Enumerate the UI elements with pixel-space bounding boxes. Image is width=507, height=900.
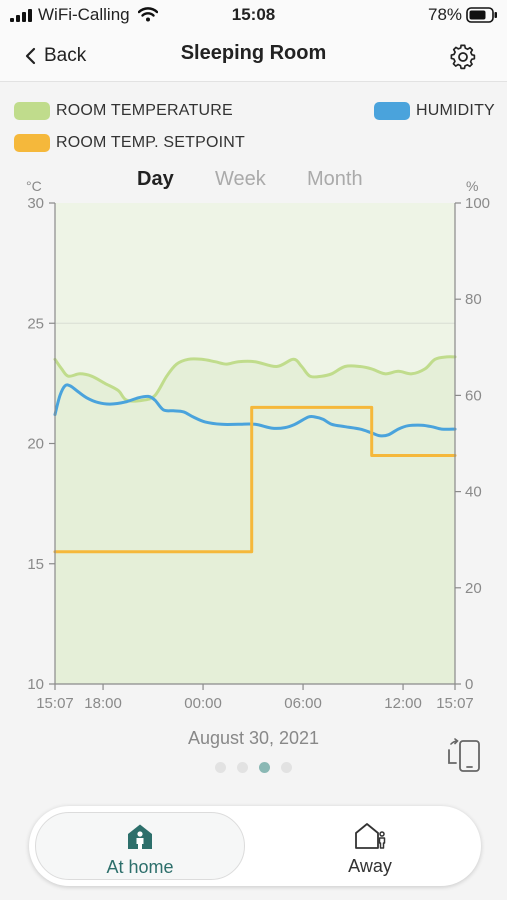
status-bar: WiFi-Calling 15:08 78% [0,0,507,30]
carrier-label: WiFi-Calling [38,5,130,24]
left-tick-label: 15 [27,556,44,573]
back-label: Back [44,45,87,66]
away-label: Away [348,856,392,876]
date-label: August 30, 2021 [187,728,320,748]
legend-swatch [374,102,410,120]
x-tick-label: 12:00 [384,695,422,712]
temperature-humidity-chart: 10 15 20 25 30 0 20 40 60 80 100 15:07 18:00 00:00 06:… [27,195,490,712]
gear-icon[interactable] [450,44,476,70]
x-tick-label: 00:00 [184,695,222,712]
tab-week[interactable]: Week [215,168,266,190]
page-dot[interactable] [281,762,292,773]
right-tick-label: 60 [465,387,482,404]
legend-label: HUMIDITY [416,102,495,119]
at-home-label: At home [106,857,174,877]
legend-label: ROOM TEMPERATURE [56,102,233,119]
rotate-device-icon[interactable] [446,738,482,774]
battery-icon [466,7,497,23]
left-axis-unit: °C [26,178,42,194]
away-icon [355,823,386,849]
right-tick-label: 40 [465,484,482,501]
series-line-room-temp-setpoint [53,405,457,554]
tab-day[interactable]: Day [137,168,174,190]
left-tick-label: 30 [27,195,44,212]
away-button[interactable]: Away [265,812,475,880]
x-tick-label: 15:07 [436,695,474,712]
nav-bar: Back Sleeping Room [0,30,507,82]
left-tick-label: 10 [27,676,44,693]
home-person-icon [128,824,152,849]
battery-percentage: 78% [428,5,463,24]
legend-label: ROOM TEMP. SETPOINT [56,134,246,151]
page-dot[interactable] [215,762,226,773]
page-dot[interactable] [237,762,248,773]
left-tick-label: 20 [27,436,44,453]
x-tick-label: 15:07 [36,695,74,712]
signal-icon [10,9,32,22]
period-tabs: Day Week Month [0,168,507,194]
right-axis-unit: % [466,178,479,194]
clock: 15:08 [231,5,276,24]
series-line-humidity [53,383,457,438]
right-tick-label: 80 [465,291,482,308]
legend-humidity: HUMIDITY [374,100,495,122]
legend-room-temperature: ROOM TEMPERATURE [14,100,233,122]
page-dot[interactable] [259,762,270,773]
x-tick-label: 18:00 [84,695,122,712]
chevron-left-icon [25,47,36,65]
wifi-icon [138,7,158,22]
legend-swatch [14,102,50,120]
right-tick-label: 20 [465,580,482,597]
mode-switch: At home Away [29,806,481,886]
right-tick-label: 0 [465,676,473,693]
legend-swatch [14,134,50,152]
left-tick-label: 25 [27,315,44,332]
series-area-room-temperature [55,356,455,684]
tab-month[interactable]: Month [307,168,363,190]
x-tick-label: 06:00 [284,695,322,712]
back-button[interactable]: Back [24,42,86,70]
legend-room-temp-setpoint: ROOM TEMP. SETPOINT [14,132,245,154]
right-tick-label: 100 [465,195,490,212]
page-title: Sleeping Room [180,42,327,64]
at-home-button[interactable]: At home [35,812,245,880]
series-line-room-temperature [53,355,457,403]
page-indicator [0,762,507,774]
